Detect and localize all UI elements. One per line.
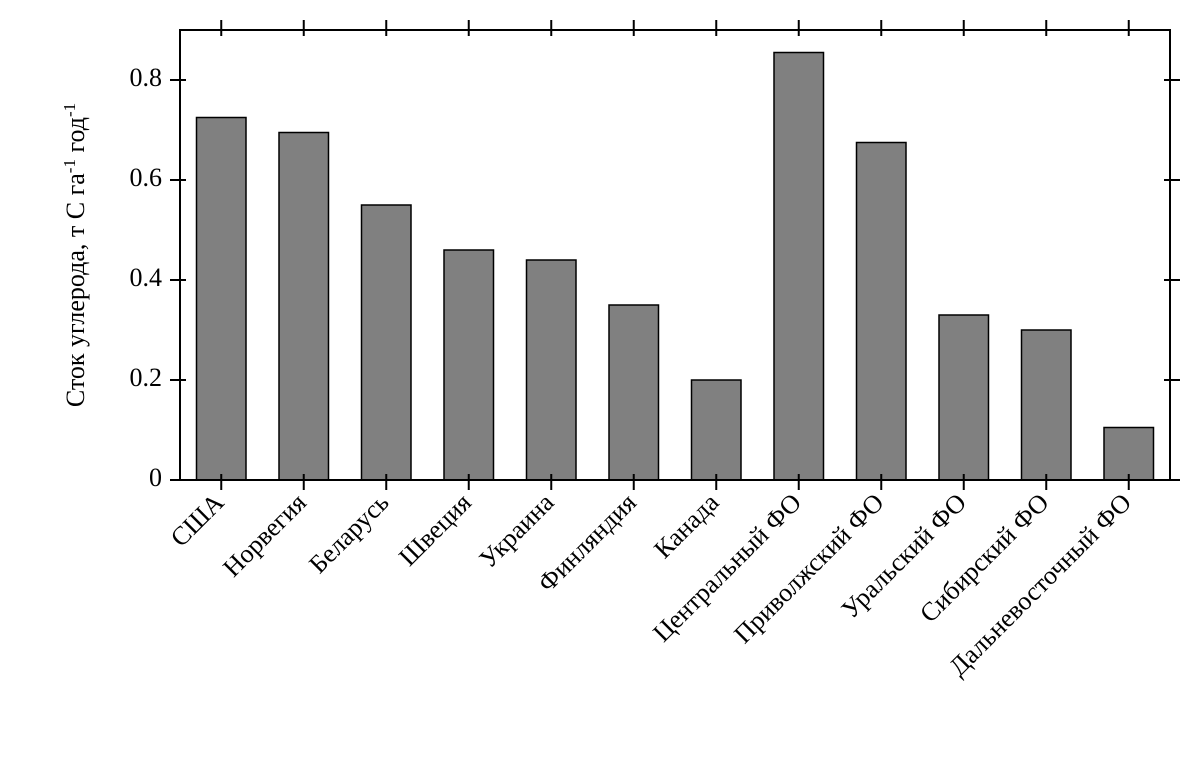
carbon-bar-chart: 0 0.2 0.4 0.6 0.8 СШАНорвегияБеларусьШвецияУк… xyxy=(0,0,1200,775)
bar xyxy=(527,260,577,480)
y-tick-label: 0.2 xyxy=(130,363,163,392)
bar xyxy=(774,53,824,481)
y-tick-label: 0 xyxy=(149,463,162,492)
x-tick-label: США xyxy=(165,488,230,553)
y-axis-label: Сток углерода, т С га-1 год-1 xyxy=(60,103,91,407)
bar xyxy=(609,305,659,480)
x-tick-label: Швеция xyxy=(393,488,477,572)
bar xyxy=(362,205,412,480)
x-tick-label: Украина xyxy=(473,487,559,573)
bar xyxy=(692,380,742,480)
x-tick-label: Норвегия xyxy=(217,488,312,583)
x-tick-label: Канада xyxy=(648,487,725,564)
y-tick-label: 0.6 xyxy=(130,163,163,192)
bar xyxy=(1022,330,1072,480)
x-tick-label: Беларусь xyxy=(303,488,394,579)
bar xyxy=(1104,428,1154,481)
bar xyxy=(857,143,907,481)
x-tick-label: Центральный ФО xyxy=(647,488,807,648)
x-tick-label: Приволжский ФО xyxy=(728,488,889,649)
chart-container: 0 0.2 0.4 0.6 0.8 СШАНорвегияБеларусьШвецияУк… xyxy=(0,0,1200,775)
bar xyxy=(444,250,494,480)
bar xyxy=(197,118,247,481)
bar xyxy=(939,315,989,480)
bar xyxy=(279,133,329,481)
y-tick-label: 0.8 xyxy=(130,63,163,92)
y-tick-label: 0.4 xyxy=(130,263,163,292)
